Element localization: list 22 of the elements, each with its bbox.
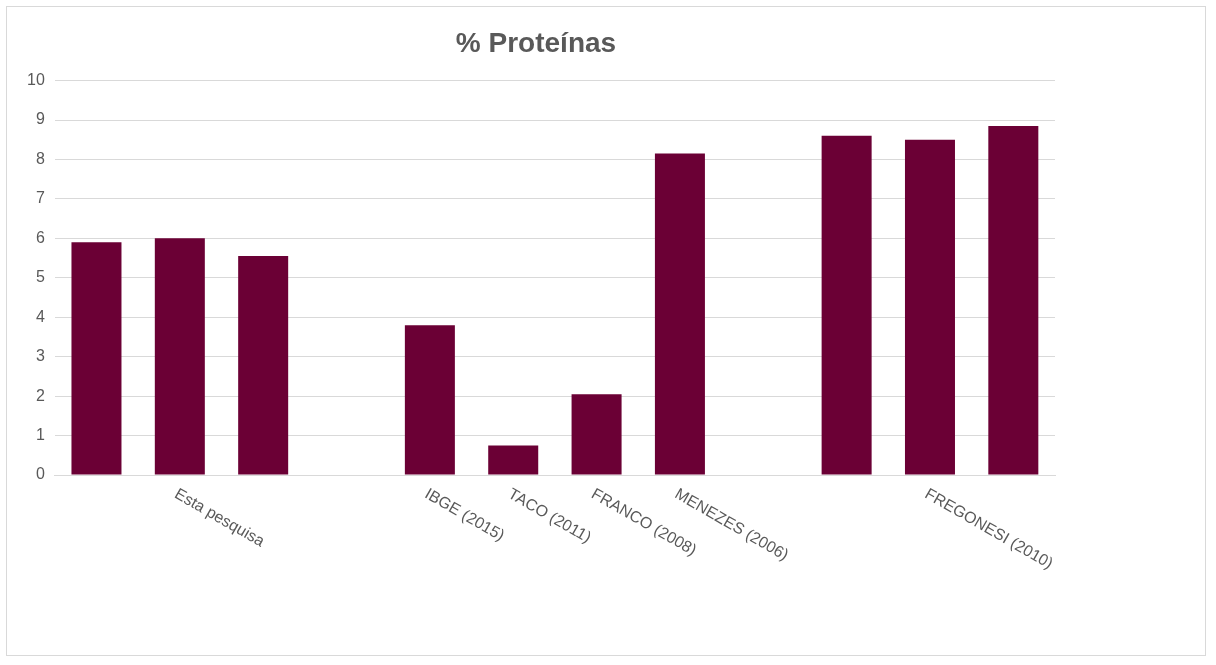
bar (238, 256, 289, 475)
y-tick-label: 1 (35, 425, 45, 443)
bar (821, 135, 872, 475)
chart-title: % Proteínas (455, 26, 617, 58)
bar (654, 153, 705, 475)
y-tick-label: 5 (35, 268, 45, 286)
bar (71, 242, 122, 475)
bar (404, 325, 455, 475)
bar (904, 139, 955, 475)
y-tick-label: 3 (35, 347, 45, 365)
y-tick-label: 8 (35, 149, 45, 167)
y-tick-label: 2 (35, 386, 45, 404)
bar (571, 394, 622, 475)
bar (988, 125, 1039, 475)
y-tick-label: 10 (27, 71, 45, 89)
bar (154, 238, 205, 475)
y-tick-label: 9 (35, 110, 45, 128)
y-tick-label: 4 (35, 307, 45, 325)
y-tick-label: 6 (35, 228, 45, 246)
y-tick-label: 0 (35, 465, 45, 483)
y-tick-label: 7 (35, 189, 45, 207)
bar (488, 445, 539, 475)
